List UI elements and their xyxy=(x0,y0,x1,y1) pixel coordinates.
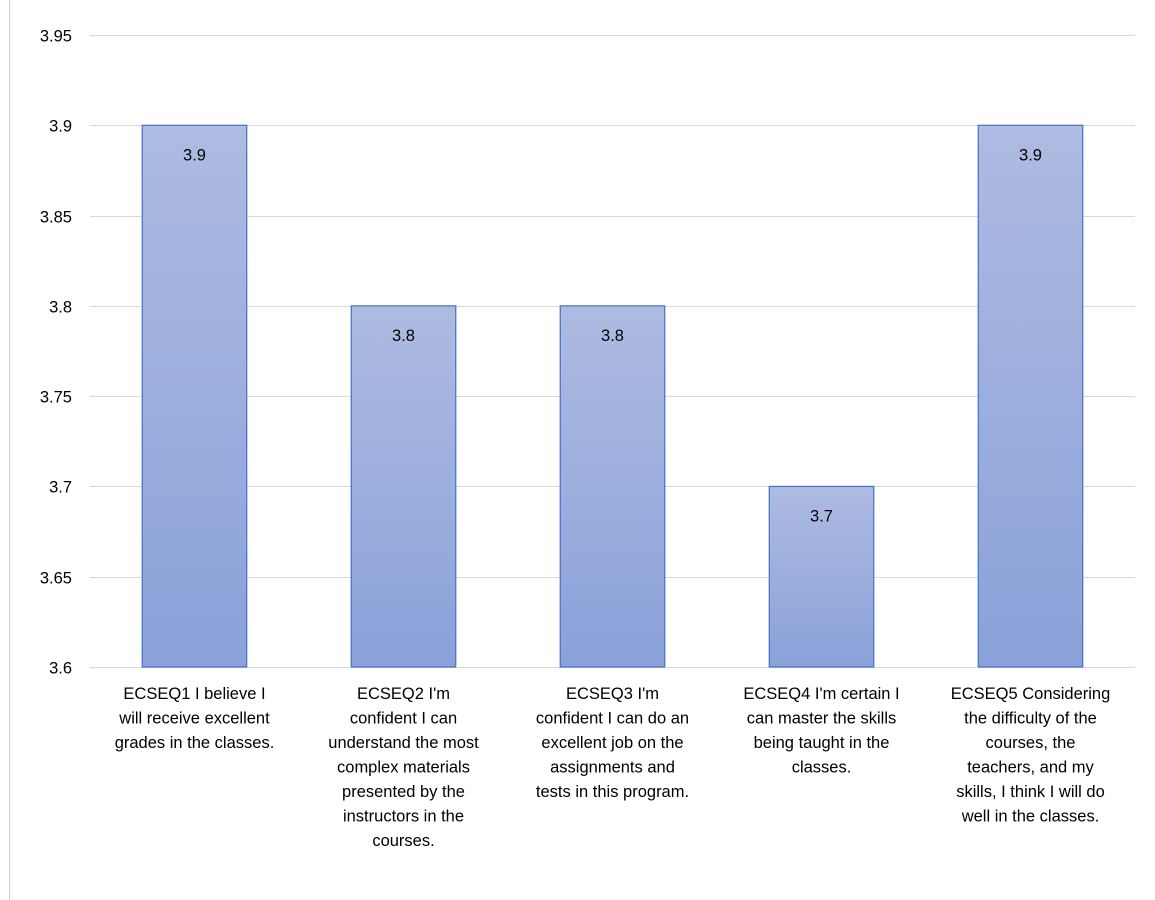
bar xyxy=(977,124,1084,668)
data-label: 3.8 xyxy=(392,327,415,345)
y-tick-label: 3.9 xyxy=(49,118,72,136)
y-tick-label: 3.7 xyxy=(49,479,72,497)
bars xyxy=(141,124,1084,668)
bar xyxy=(559,305,666,668)
x-tick-label: ECSEQ5 Considering the difficulty of the c… xyxy=(951,685,1111,826)
x-tick-label: ECSEQ2 I'm confident I can understand the … xyxy=(328,685,479,850)
y-tick-label: 3.8 xyxy=(49,299,72,317)
y-tick-label: 3.75 xyxy=(40,389,72,407)
x-tick-label: ECSEQ3 I'm confident I can do an excellent… xyxy=(536,685,689,801)
bar xyxy=(350,305,457,668)
y-axis-ticks: 3.6 3.65 3.7 3.75 3.8 3.85 3.9 3.95 xyxy=(40,28,72,678)
bar xyxy=(768,485,875,668)
bar xyxy=(141,124,248,668)
y-tick-label: 3.95 xyxy=(40,28,72,46)
data-label: 3.7 xyxy=(810,507,833,525)
y-tick-label: 3.85 xyxy=(40,209,72,227)
data-labels: 3.9 3.8 3.8 3.7 3.9 xyxy=(183,146,1042,525)
data-label: 3.8 xyxy=(601,327,624,345)
y-tick-label: 3.6 xyxy=(49,660,72,678)
data-label: 3.9 xyxy=(183,146,206,164)
data-label: 3.9 xyxy=(1019,146,1042,164)
y-tick-label: 3.65 xyxy=(40,570,72,588)
